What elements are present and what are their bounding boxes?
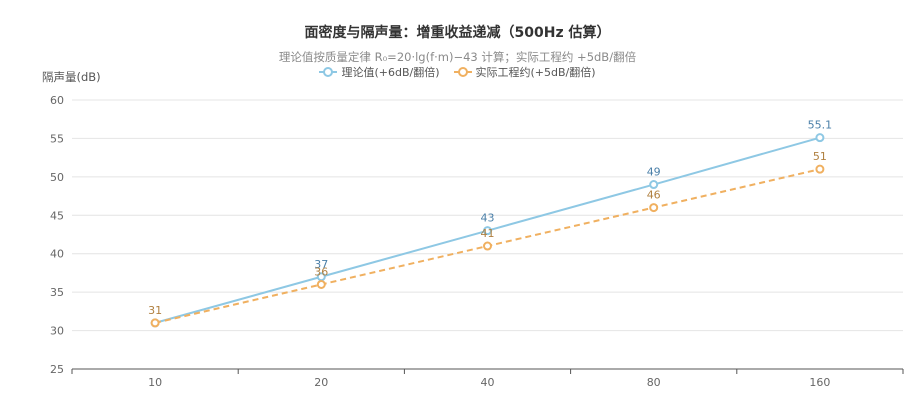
data-label: 55.1 [808, 119, 833, 132]
data-point [815, 133, 825, 143]
x-tick-label: 40 [481, 376, 495, 389]
legend: 理论值(+6dB/翻倍) 实际工程约(+5dB/翻倍) [0, 64, 915, 80]
data-point [316, 279, 326, 289]
legend-item-theory[interactable]: 理论值(+6dB/翻倍) [319, 64, 440, 80]
legend-item-actual[interactable]: 实际工程约(+5dB/翻倍) [453, 64, 596, 80]
chart-title: 面密度与隔声量：增重收益递减（500Hz 估算） [304, 25, 611, 41]
y-tick-label: 45 [50, 209, 64, 222]
data-point [649, 203, 659, 213]
y-tick-label: 55 [50, 132, 64, 145]
data-point [150, 318, 160, 328]
x-tick-label: 10 [148, 376, 162, 389]
data-point [815, 164, 825, 174]
data-label: 51 [813, 150, 827, 163]
y-tick-label: 40 [50, 248, 64, 261]
legend-label-actual: 实际工程约(+5dB/翻倍) [475, 66, 596, 79]
data-label: 41 [481, 227, 495, 240]
data-label: 49 [647, 166, 661, 179]
data-label: 37 [314, 258, 328, 271]
y-axis-label: 隔声量(dB) [42, 70, 101, 84]
data-point [483, 241, 492, 251]
legend-swatch-actual [453, 67, 472, 77]
y-tick-label: 30 [50, 325, 64, 338]
y-tick-label: 50 [50, 171, 64, 184]
x-tick-label: 20 [314, 376, 328, 389]
data-point [649, 180, 659, 190]
data-label: 46 [647, 189, 661, 202]
legend-swatch-theory [319, 67, 338, 77]
x-tick-label: 80 [647, 376, 661, 389]
data-label: 31 [148, 304, 162, 317]
x-tick-label: 160 [809, 376, 830, 389]
data-label: 43 [481, 212, 495, 225]
y-tick-label: 60 [50, 94, 64, 107]
data-point [483, 226, 492, 236]
data-label: 36 [314, 265, 328, 278]
y-tick-label: 35 [50, 286, 64, 299]
legend-label-theory: 理论值(+6dB/翻倍) [341, 66, 440, 79]
y-tick-label: 25 [50, 363, 64, 376]
chart-subtitle: 理论值按质量定律 R₀=20·lg(f·m)−43 计算；实际工程约 +5dB/… [278, 50, 637, 64]
